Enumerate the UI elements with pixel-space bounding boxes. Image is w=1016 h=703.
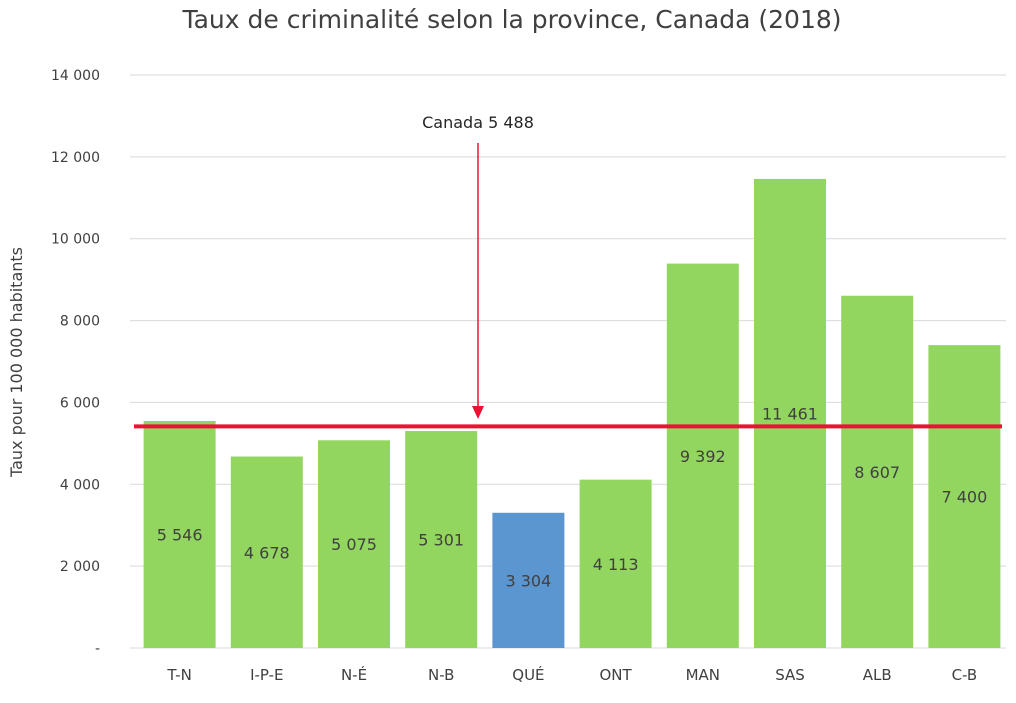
data-label: 5 301: [418, 531, 464, 550]
y-tick-label: -: [95, 641, 100, 657]
data-label: 8 607: [854, 463, 900, 482]
y-tick-label: 6 000: [60, 395, 100, 411]
bar-I-P-E: [230, 456, 303, 648]
bar-N-B: [405, 431, 478, 648]
data-label: 9 392: [680, 447, 726, 466]
y-tick-label: 2 000: [60, 559, 100, 575]
x-tick-label: ALB: [863, 666, 892, 684]
x-tick-label: QUÉ: [512, 665, 544, 684]
y-tick-label: 10 000: [51, 232, 100, 248]
x-tick-label: C-B: [952, 666, 978, 684]
chart-title: Taux de criminalité selon la province, C…: [181, 5, 841, 34]
x-tick-label: N-É: [341, 665, 367, 684]
data-label: 5 075: [331, 535, 377, 554]
x-tick-label: N-B: [428, 666, 454, 684]
bar-QUÉ: [492, 512, 565, 648]
data-label: 11 461: [762, 404, 818, 423]
bar-SAS: [754, 178, 826, 648]
x-tick-label: ONT: [599, 666, 632, 684]
bar-N-É: [318, 440, 390, 648]
y-tick-label: 8 000: [60, 314, 100, 330]
bar-C-B: [928, 345, 1001, 648]
y-tick-label: 12 000: [51, 150, 100, 166]
x-tick-label: T-N: [166, 666, 191, 684]
bar-T-N: [143, 421, 216, 648]
x-tick-label: I-P-E: [250, 666, 283, 684]
y-tick-label: 4 000: [60, 477, 100, 493]
data-label: 3 304: [505, 571, 551, 590]
data-label: 7 400: [941, 488, 987, 507]
data-label: 4 678: [244, 543, 290, 562]
x-tick-label: MAN: [686, 666, 720, 684]
y-axis-label: Taux pour 100 000 habitants: [7, 247, 26, 478]
y-tick-label: 14 000: [51, 68, 100, 84]
arrow-head-icon: [472, 406, 484, 419]
x-tick-label: SAS: [775, 666, 805, 684]
reference-label: Canada 5 488: [422, 113, 534, 132]
data-label: 5 546: [157, 526, 203, 545]
bar-ALB: [841, 295, 914, 648]
data-label: 4 113: [593, 555, 639, 574]
bar-ONT: [579, 479, 652, 648]
bar-MAN: [666, 263, 739, 648]
